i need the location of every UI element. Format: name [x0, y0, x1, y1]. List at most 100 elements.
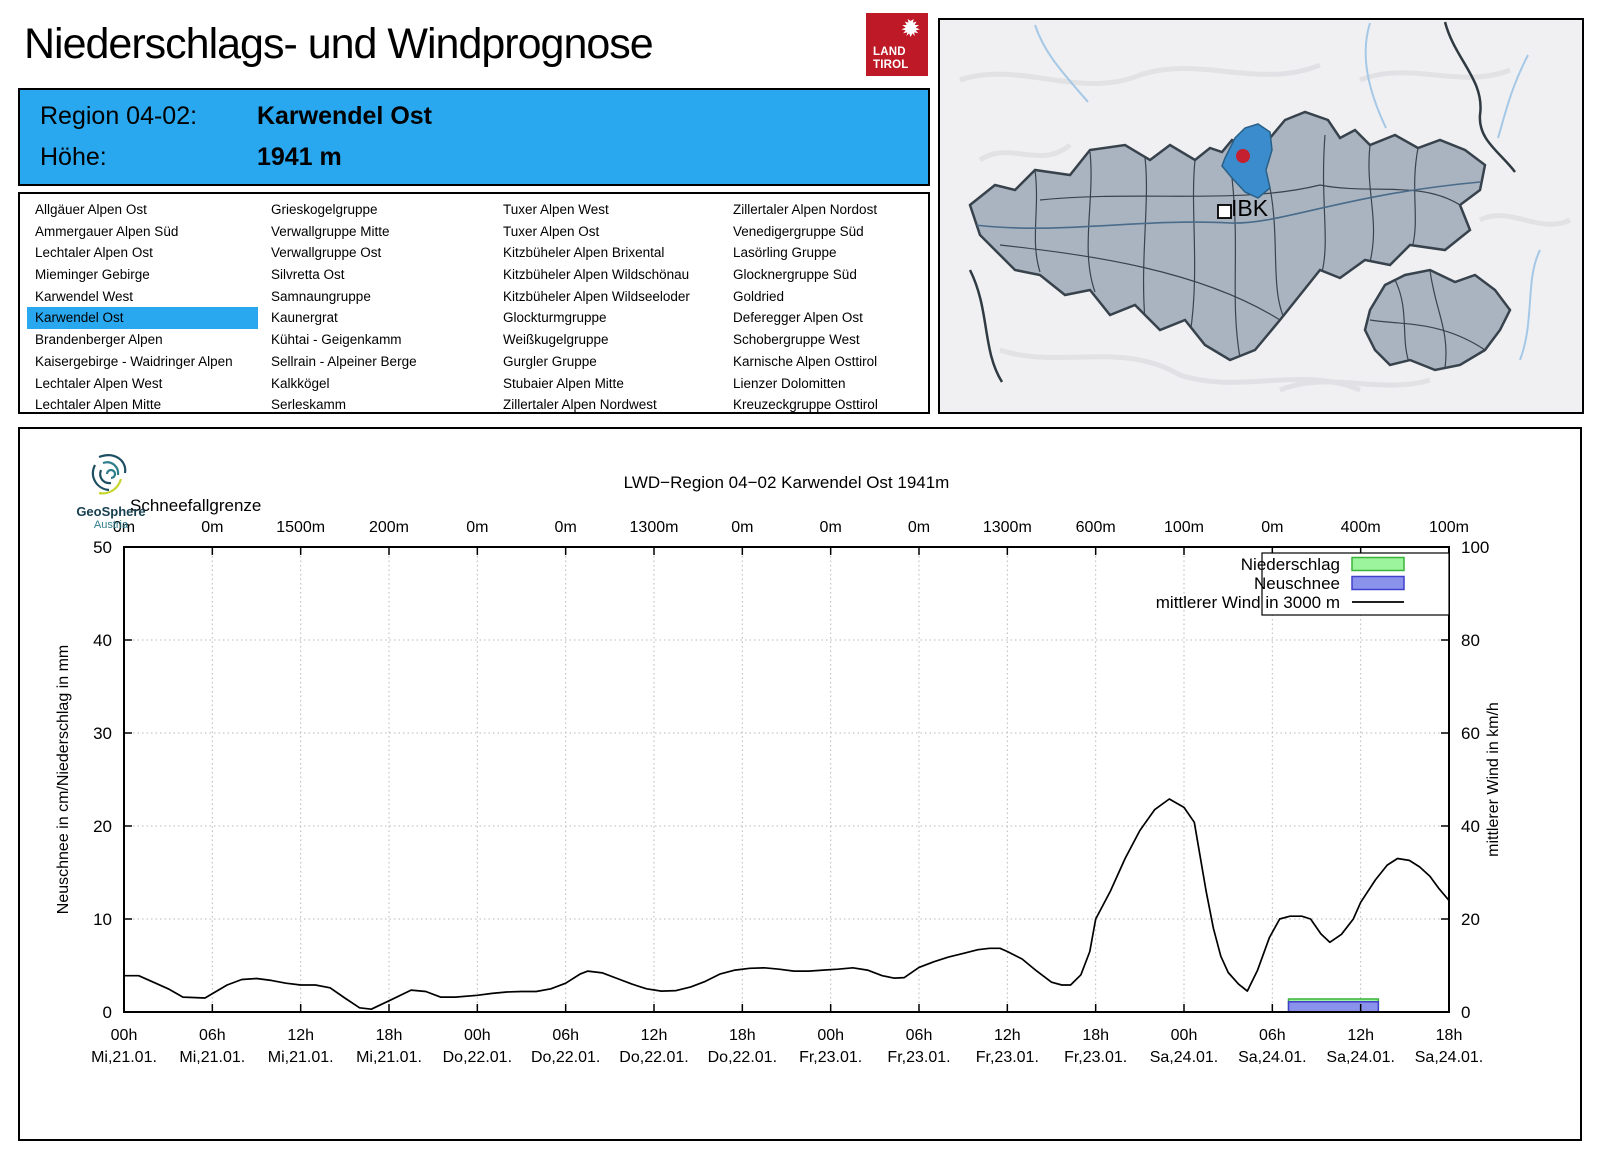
x-tick-date: Mi,21.01. [268, 1049, 334, 1066]
region-list-item[interactable]: Samnaungruppe [271, 288, 371, 304]
x-tick-hour: 06h [1259, 1027, 1286, 1044]
x-tick-date: Do,22.01. [443, 1049, 512, 1066]
region-list-item[interactable]: Serleskamm [271, 397, 347, 413]
region-list-item[interactable]: Kaisergebirge - Waidringer Alpen [35, 353, 233, 369]
x-tick-date: Sa,24.01. [1150, 1049, 1219, 1066]
y-tick-label-left: 30 [93, 724, 112, 743]
x-tick-hour: 00h [817, 1027, 844, 1044]
y-tick-label-left: 40 [93, 631, 112, 650]
region-list-item[interactable]: Zillertaler Alpen Nordost [733, 202, 878, 217]
region-list-column-2: Grieskogelgruppe Verwallgruppe Mitte Verwa… [263, 199, 494, 416]
y-tick-label-right: 60 [1461, 724, 1480, 743]
region-list-item[interactable]: Lechtaler Alpen Mitte [35, 397, 162, 413]
inn-river [974, 181, 1481, 230]
region-list-item[interactable]: Kitzbüheler Alpen Wildschönau [503, 267, 690, 283]
y-tick-label-right: 40 [1461, 817, 1480, 836]
geosphere-country: Austria [93, 519, 129, 531]
y-tick-label-left: 20 [93, 817, 112, 836]
region-list-item[interactable]: Karnische Alpen Osttirol [733, 353, 878, 369]
region-value: Karwendel Ost [256, 102, 433, 130]
region-list-item[interactable]: Kitzbüheler Alpen Wildseeloder [503, 288, 690, 304]
region-list-item[interactable]: Silvretta Ost [271, 267, 345, 283]
region-list-item[interactable]: Allgäuer Alpen Ost [35, 202, 147, 217]
region-list-item[interactable]: Lechtaler Alpen Ost [35, 245, 153, 261]
map-subregion-borders-east [1369, 270, 1486, 369]
snowline-value: 1300m [630, 519, 679, 536]
region-list-item[interactable]: Venedigergruppe Süd [733, 223, 864, 239]
x-tick-hour: 12h [641, 1027, 668, 1044]
land-tirol-wordmark: LAND TIROL [873, 46, 909, 71]
region-list-item[interactable]: Goldried [733, 288, 785, 304]
region-list-item[interactable]: Weißkugelgruppe [503, 332, 609, 348]
forecast-chart: LWD−Region 04−02 Karwendel Ost 1941m Schn… [55, 473, 1502, 1066]
rivers [1034, 22, 1541, 361]
y-axis-label-left: Neuschnee in cm/Niederschlag in mm [55, 645, 72, 914]
region-list-item[interactable]: Gurgler Gruppe [503, 353, 597, 369]
tirol-region-map: IBK [938, 18, 1584, 414]
x-tick-hour: 06h [906, 1027, 933, 1044]
legend-swatch-neuschnee [1351, 575, 1405, 591]
region-list-item[interactable]: Kreuzeckgruppe Osttirol [733, 397, 878, 413]
ibk-label: IBK [1231, 195, 1269, 221]
region-list-item[interactable]: Karwendel Ost [27, 307, 258, 330]
x-tick-hour: 06h [552, 1027, 579, 1044]
region-list-item[interactable]: Ammergauer Alpen Süd [35, 223, 179, 239]
region-list-item[interactable]: Sellrain - Alpeiner Berge [271, 353, 417, 369]
x-tick-hour: 00h [464, 1027, 491, 1044]
legend-label: Niederschlag [1241, 555, 1340, 574]
region-list-item[interactable]: Grieskogelgruppe [271, 202, 378, 217]
x-tick-date: Do,22.01. [619, 1049, 688, 1066]
map-region-north-tirol [968, 110, 1487, 362]
x-tick-hour: 06h [199, 1027, 226, 1044]
map-region-east-tirol [1363, 268, 1512, 372]
region-list-item[interactable]: Lienzer Dolomitten [733, 375, 846, 391]
region-list-item[interactable]: Verwallgruppe Ost [271, 245, 382, 261]
region-list-item[interactable]: Kalkkögel [271, 375, 330, 391]
x-tick-date: Sa,24.01. [1415, 1049, 1484, 1066]
x-tick-hour: 00h [111, 1027, 138, 1044]
x-tick-date: Fr,23.01. [887, 1049, 950, 1066]
altitude-label: Höhe: [40, 143, 107, 171]
forecast-chart-panel: GeoSphere Austria LWD−Region 04−02 Karwe… [18, 427, 1582, 1141]
region-list-item[interactable]: Kitzbüheler Alpen Brixental [503, 245, 665, 261]
x-tick-date: Do,22.01. [708, 1049, 777, 1066]
region-list-item[interactable]: Mieminger Gebirge [35, 267, 150, 283]
region-list-item[interactable]: Schobergruppe West [733, 332, 860, 348]
y-tick-label-right: 80 [1461, 631, 1480, 650]
snowline-value: 1500m [276, 519, 325, 536]
legend-swatch-niederschlag [1351, 556, 1405, 572]
region-list-item[interactable]: Lasörling Gruppe [733, 245, 837, 261]
region-list: Allgäuer Alpen Ost Ammergauer Alpen Süd Le… [18, 192, 930, 414]
geosphere-name: GeoSphere [76, 504, 146, 519]
x-tick-hour: 18h [1436, 1027, 1463, 1044]
region-list-item[interactable]: Glockturmgruppe [503, 310, 607, 326]
chart-title: LWD−Region 04−02 Karwendel Ost 1941m [624, 473, 950, 492]
region-list-item[interactable]: Kühtai - Geigenkamm [271, 332, 402, 348]
region-list-item[interactable]: Lechtaler Alpen West [35, 375, 163, 391]
x-tick-hour: 18h [376, 1027, 403, 1044]
x-tick-date: Do,22.01. [531, 1049, 600, 1066]
region-list-item[interactable]: Kaunergrat [271, 310, 338, 326]
region-list-item[interactable]: Deferegger Alpen Ost [733, 310, 863, 326]
x-tick-date: Mi,21.01. [356, 1049, 422, 1066]
region-list-item[interactable]: Stubaier Alpen Mitte [503, 375, 624, 391]
map-subregion-borders [999, 134, 1461, 359]
region-list-item[interactable]: Tuxer Alpen Ost [503, 223, 600, 239]
page-title: Niederschlags- und Windprognose [24, 20, 654, 68]
snowline-value: 600m [1076, 519, 1116, 536]
legend-label: Neuschnee [1254, 574, 1340, 593]
plot-border [123, 546, 1450, 1013]
ibk-marker [1217, 204, 1232, 219]
region-list-item[interactable]: Karwendel West [35, 288, 134, 304]
snowline-label: Schneefallgrenze [130, 496, 261, 515]
region-list-item[interactable]: Zillertaler Alpen Nordwest [503, 397, 657, 413]
station-marker-dot [1236, 149, 1250, 163]
y-tick-label-left: 0 [103, 1003, 112, 1022]
snowline-value: 0m [466, 519, 488, 536]
region-list-item[interactable]: Tuxer Alpen West [503, 202, 609, 217]
region-list-item[interactable]: Glocknergruppe Süd [733, 267, 857, 283]
region-list-item[interactable]: Brandenberger Alpen [35, 332, 163, 348]
region-list-item[interactable]: Verwallgruppe Mitte [271, 223, 390, 239]
x-tick-hour: 18h [729, 1027, 756, 1044]
